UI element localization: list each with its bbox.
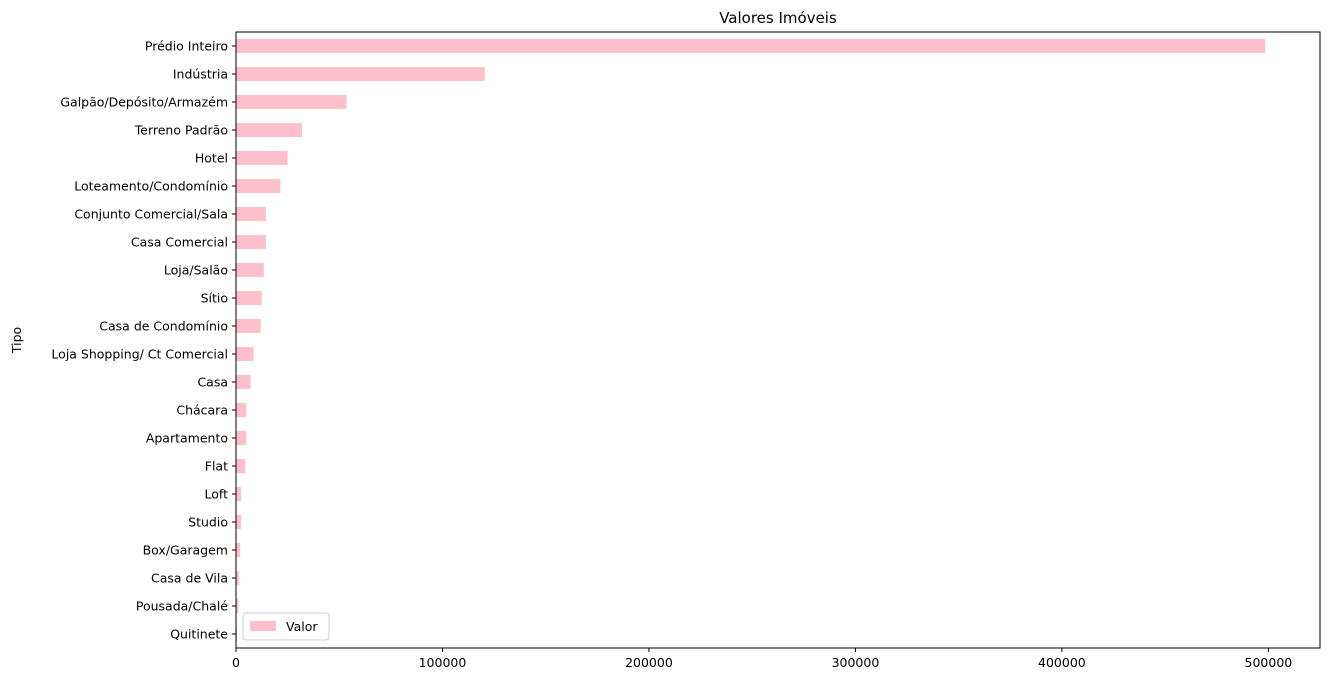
y-tick-label: Apartamento (146, 431, 228, 446)
y-tick-label: Loja Shopping/ Ct Comercial (51, 347, 228, 362)
x-tick-label: 0 (232, 655, 240, 670)
y-tick-label: Quitinete (170, 627, 228, 642)
bar (236, 67, 485, 81)
x-tick-label: 100000 (419, 655, 467, 670)
y-tick-label: Loft (205, 487, 229, 502)
x-tick-label: 200000 (625, 655, 673, 670)
y-tick-label: Pousada/Chalé (136, 599, 228, 614)
bar (236, 291, 262, 305)
x-ticks-group: 0 100000 200000 300000 400000 500000 (232, 648, 1292, 670)
bar (236, 179, 281, 193)
y-tick-label: Flat (205, 459, 228, 474)
legend: Valor (242, 612, 330, 641)
legend-label: Valor (286, 619, 318, 634)
bar (236, 459, 246, 473)
bar (236, 571, 240, 585)
y-tick-label: Studio (188, 515, 228, 530)
y-axis-label: Tipo (9, 327, 24, 354)
y-tick-label: Loteamento/Condomínio (74, 179, 228, 194)
y-tick-label: Casa de Vila (151, 571, 228, 586)
bar (236, 207, 266, 221)
bar (236, 263, 264, 277)
bar (236, 515, 242, 529)
bar (236, 39, 1266, 53)
bar (236, 375, 251, 389)
bar (236, 599, 239, 613)
plot-frame (235, 31, 1321, 649)
bar (236, 487, 242, 501)
y-tick-label: Loja/Salão (164, 263, 228, 278)
y-tick-label: Chácara (176, 403, 228, 418)
bars-group (236, 39, 1266, 641)
y-tick-label: Casa (197, 375, 228, 390)
legend-swatch (250, 621, 276, 631)
bar (236, 431, 247, 445)
bar (236, 627, 238, 641)
legend-box (242, 612, 330, 641)
x-tick-label: 500000 (1245, 655, 1293, 670)
y-ticks-group: Prédio Inteiro Indústria Galpão/Depósito/A… (51, 39, 236, 642)
bar (236, 543, 241, 557)
bar (236, 403, 247, 417)
x-tick-label: 300000 (832, 655, 880, 670)
y-tick-label: Galpão/Depósito/Armazém (60, 95, 228, 110)
y-tick-label: Casa Comercial (131, 235, 228, 250)
bar (236, 347, 254, 361)
bar (236, 151, 288, 165)
y-tick-label: Casa de Condomínio (99, 319, 228, 334)
y-tick-label: Hotel (195, 151, 228, 166)
y-tick-label: Terreno Padrão (134, 123, 228, 138)
y-tick-label: Box/Garagem (143, 543, 228, 558)
chart-title: Valores Imóveis (719, 9, 837, 27)
y-tick-label: Prédio Inteiro (145, 39, 228, 54)
y-tick-label: Indústria (173, 67, 228, 82)
bar (236, 319, 261, 333)
bar (236, 123, 303, 137)
bar (236, 235, 266, 249)
x-tick-label: 400000 (1038, 655, 1086, 670)
y-tick-label: Sítio (201, 291, 228, 306)
bar (236, 95, 347, 109)
y-tick-label: Conjunto Comercial/Sala (74, 207, 228, 222)
